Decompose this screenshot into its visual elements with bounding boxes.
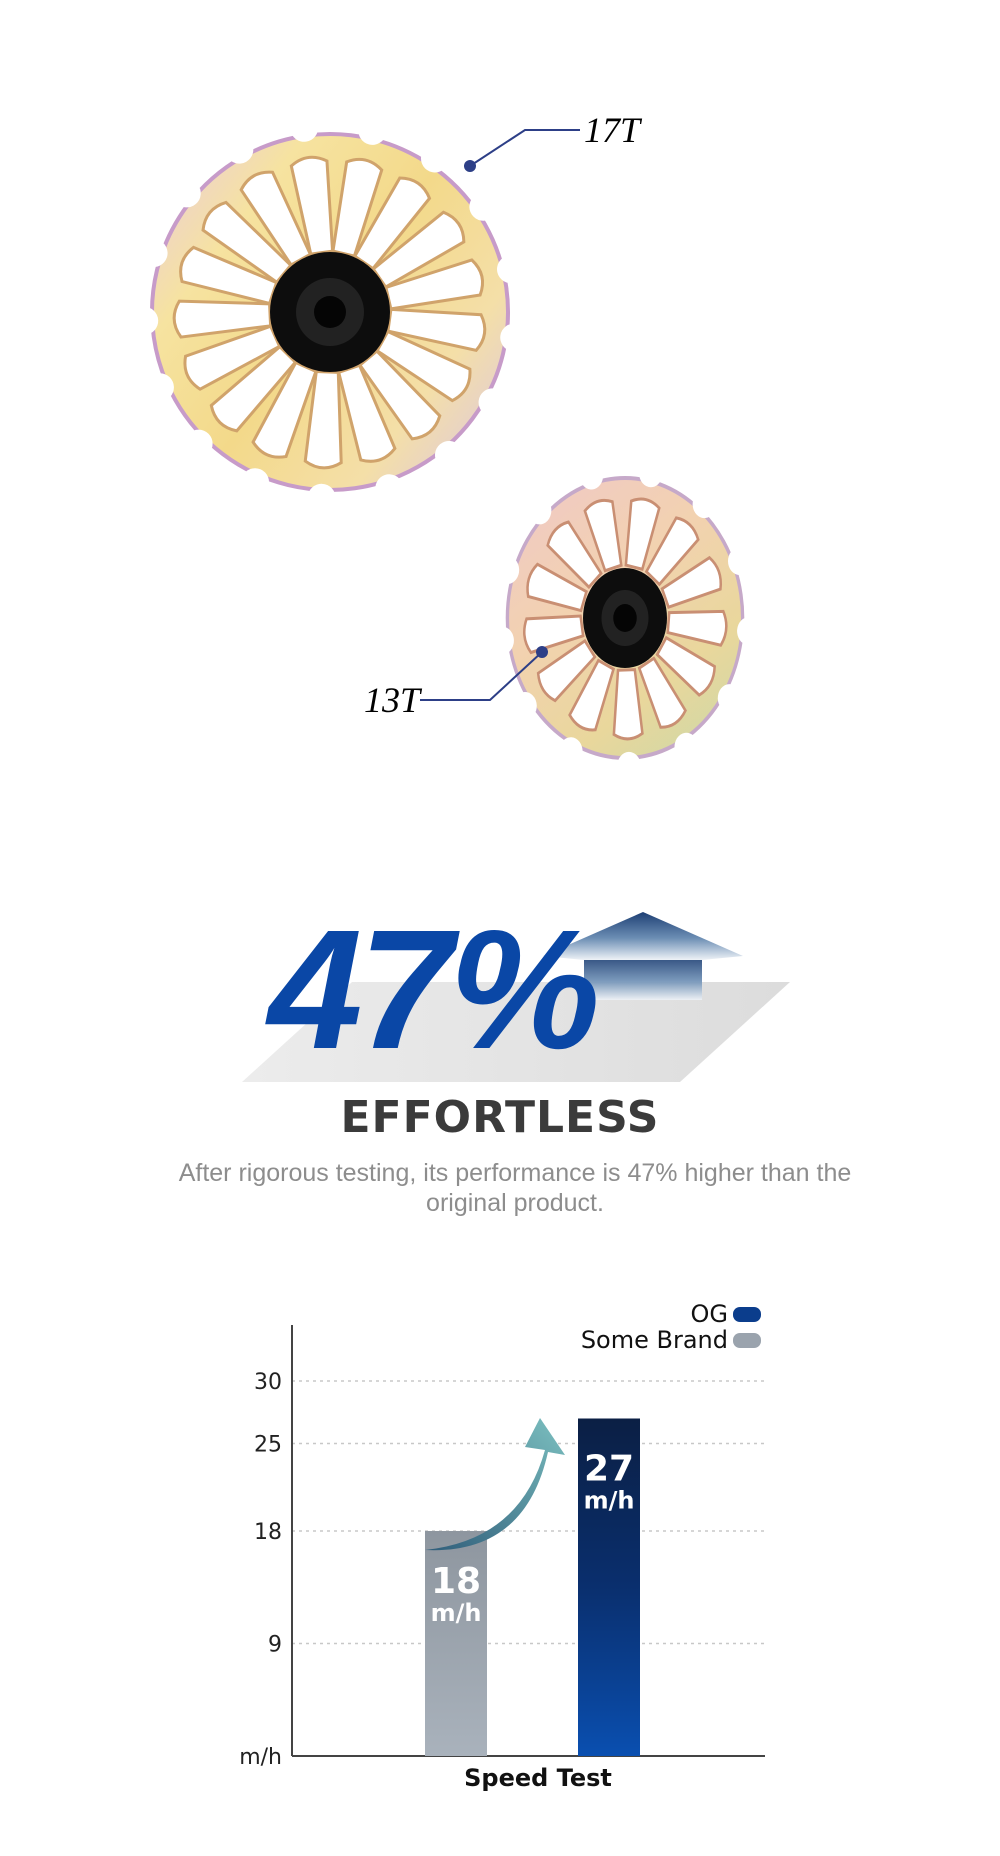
bar-og [578, 1418, 640, 1756]
pulley-17t [130, 113, 529, 512]
section-description: After rigorous testing, its performance … [178, 1159, 852, 1217]
pulley-13t [490, 459, 761, 780]
y-tick-label: m/h [239, 1745, 282, 1770]
callout-13t-label: 13T [364, 680, 423, 720]
x-axis-label: Speed Test [464, 1764, 612, 1792]
chart-legend: OG Some Brand [581, 1300, 761, 1354]
pulley-product-image: 17T 13T [130, 110, 761, 780]
up-arrow-icon [543, 912, 743, 1000]
chart-gridlines [292, 1380, 765, 1645]
bar-og-value-label: 27 [584, 1449, 634, 1490]
y-tick-label: 18 [254, 1520, 282, 1545]
y-tick-label: 25 [254, 1433, 282, 1458]
legend-swatch-og [733, 1307, 761, 1322]
callout-17t-pointer [464, 129, 580, 172]
callout-17t-label: 17T [584, 110, 643, 150]
y-tick-label: 30 [254, 1370, 282, 1395]
bar-og-unit-label: m/h [584, 1487, 635, 1515]
headline-graphic [242, 912, 790, 1082]
y-tick-label: 9 [268, 1633, 282, 1658]
section-title: EFFORTLESS [340, 1092, 660, 1143]
bar-some-brand [425, 1531, 487, 1756]
callout-13t-pointer [420, 646, 548, 701]
legend-swatch-some-brand [733, 1333, 761, 1348]
bar-some-brand-value-label: 18 [431, 1561, 481, 1602]
legend-label-some-brand: Some Brand [581, 1326, 728, 1354]
growth-arrow-icon [425, 1418, 565, 1551]
legend-label-og: OG [691, 1300, 729, 1328]
y-axis-ticks: m/h 9 18 25 30 [239, 1370, 282, 1770]
percent-figure: 47% [268, 895, 600, 1085]
floor-plane [242, 982, 790, 1082]
bar-some-brand-unit-label: m/h [431, 1599, 482, 1627]
